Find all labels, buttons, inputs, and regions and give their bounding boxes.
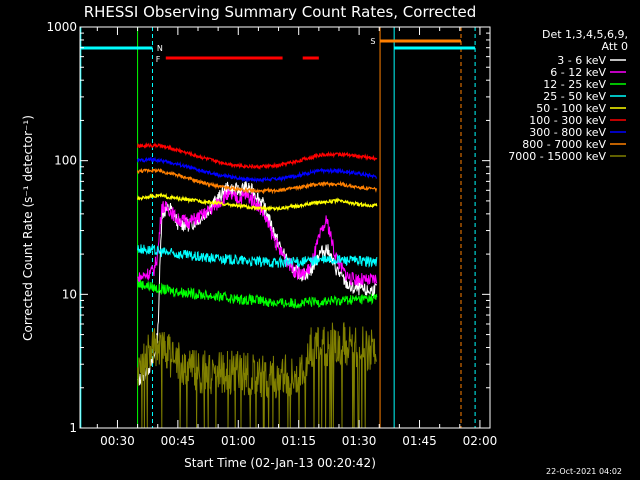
y-tick-label: 100: [54, 154, 77, 168]
legend-entry-label: 6 - 12 keV: [550, 66, 606, 79]
legend-entry-label: 12 - 25 keV: [543, 78, 606, 91]
legend-entry-label: 50 - 100 keV: [536, 102, 606, 115]
x-axis-label: Start Time (02-Jan-13 00:20:42): [184, 456, 376, 470]
x-tick-label: 00:45: [161, 434, 196, 448]
flag-label-n: N: [157, 44, 163, 53]
plot-area: NF S: [80, 27, 476, 429]
x-tick-label: 01:30: [342, 434, 377, 448]
series-line-800-7000-kev: [137, 167, 378, 195]
legend-entry-label: 300 - 800 keV: [529, 126, 606, 139]
x-tick-label: 02:00: [463, 434, 498, 448]
y-tick-label: 10: [62, 287, 77, 301]
x-tick-label: 00:30: [100, 434, 135, 448]
legend-title: Det 1,3,4,5,6,9,: [542, 28, 628, 41]
series-line-100-300-kev: [137, 141, 378, 171]
axes: 1 10 100 1000 00:30 00:45 01:00 01:15 01:30 01:45…: [46, 20, 497, 448]
flag-label-f: F: [156, 55, 161, 64]
series-line-300-800-kev: [137, 156, 377, 184]
legend-entry-label: 3 - 6 keV: [557, 54, 606, 67]
legend-entry-label: 100 - 300 keV: [529, 114, 606, 127]
x-tick-label: 01:15: [281, 434, 316, 448]
series-line-6-12-kev: [137, 189, 378, 286]
flag-label-s: S: [370, 37, 375, 46]
series-line-25-50-kev: [137, 244, 378, 269]
plot-frame: [79, 26, 491, 429]
y-axis-label: Corrected Count Rate (s⁻¹ detector⁻¹): [21, 115, 35, 341]
x-tick-label: 01:00: [221, 434, 256, 448]
series-line-50-100-kev: [137, 192, 378, 213]
y-tick-label: 1: [69, 421, 77, 435]
legend-entry-label: 25 - 50 keV: [543, 90, 606, 103]
chart-title: RHESSI Observing Summary Count Rates, Co…: [84, 3, 477, 21]
footer-date: 22-Oct-2021 04:02: [546, 467, 622, 476]
y-tick-label: 1000: [46, 20, 77, 34]
series-line-7000-15000-kev: [137, 322, 377, 429]
series-line-12-25-kev: [137, 280, 378, 309]
x-tick-label: 01:45: [402, 434, 437, 448]
legend-entry-label: 7000 - 15000 keV: [508, 150, 606, 163]
legend-entry-label: 800 - 7000 keV: [522, 138, 606, 151]
legend-title: Att 0: [602, 40, 628, 53]
